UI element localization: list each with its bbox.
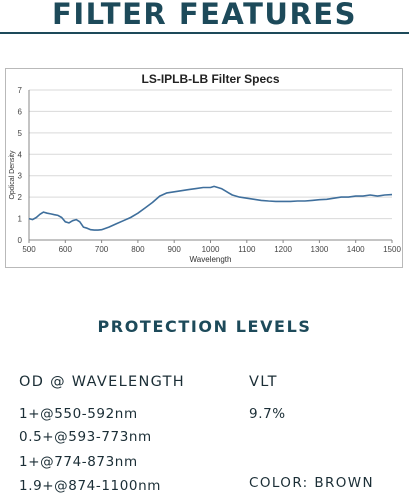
y-tick-label: 2 xyxy=(18,193,23,202)
vlt-header: VLT xyxy=(249,374,278,390)
chart-title: LS-IPLB-LB Filter Specs xyxy=(141,72,279,86)
protection-row: 1+@774-873nm xyxy=(19,454,138,470)
x-tick-label: 1300 xyxy=(311,245,329,254)
vlt-value: 9.7% xyxy=(249,406,286,422)
series-line xyxy=(28,185,393,231)
od-wavelength-header: OD @ WAVELENGTH xyxy=(19,374,185,390)
y-tick-label: 6 xyxy=(18,107,23,116)
chart-frame xyxy=(5,68,403,268)
color-label: COLOR: BROWN xyxy=(249,475,375,491)
protection-row: 1+@550-592nm xyxy=(19,406,138,422)
y-tick-label: 3 xyxy=(18,172,23,181)
x-tick-label: 1200 xyxy=(274,245,292,254)
x-tick-label: 1000 xyxy=(202,245,220,254)
y-tick-label: 4 xyxy=(18,150,23,159)
x-axis-label: Wavelength xyxy=(190,255,232,264)
y-axis-label: Opdical Density xyxy=(9,150,16,200)
x-tick-label: 600 xyxy=(59,245,73,254)
title-underline xyxy=(0,32,409,34)
page-title: FILTER FEATURES xyxy=(52,0,357,31)
y-tick-label: 1 xyxy=(18,215,23,224)
x-tick-label: 800 xyxy=(131,245,145,254)
y-tick-label: 0 xyxy=(18,236,23,245)
protection-row: 0.5+@593-773nm xyxy=(19,429,152,445)
y-tick-label: 5 xyxy=(18,129,23,138)
x-tick-label: 1100 xyxy=(238,245,256,254)
protection-row: 1.9+@874-1100nm xyxy=(19,478,161,494)
x-tick-label: 900 xyxy=(168,245,182,254)
od-chart: LS-IPLB-LB Filter Specs 0 1 2 3 4 5 6 7 500 600 700… xyxy=(9,72,401,264)
y-tick-label: 7 xyxy=(18,86,23,95)
x-tick-label: 700 xyxy=(95,245,109,254)
x-tick-label: 1500 xyxy=(383,245,401,254)
section-title: PROTECTION LEVELS xyxy=(97,317,312,336)
x-tick-label: 1400 xyxy=(347,245,365,254)
x-tick-label: 500 xyxy=(22,245,36,254)
